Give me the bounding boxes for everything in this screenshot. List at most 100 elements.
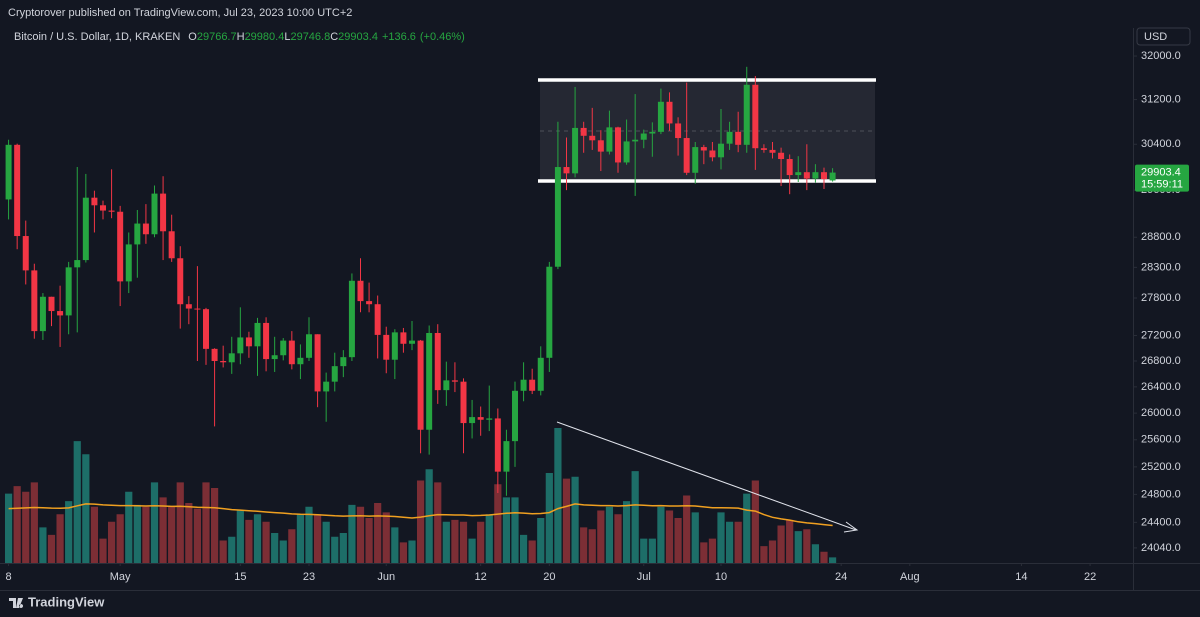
candle-body bbox=[829, 172, 836, 181]
candle-body bbox=[254, 322, 261, 347]
candle-body bbox=[675, 123, 682, 139]
volume-bar bbox=[451, 519, 459, 563]
ohlc-letter: O bbox=[188, 31, 197, 43]
trend-arrow bbox=[556, 421, 857, 531]
candle-body bbox=[366, 301, 373, 305]
volume-bar bbox=[339, 533, 347, 563]
candle-body bbox=[82, 197, 89, 261]
x-tick-label: 14 bbox=[1015, 571, 1027, 583]
ohlc-value: 29903.4 bbox=[338, 31, 378, 43]
currency-box bbox=[1136, 27, 1191, 46]
volume-bar bbox=[47, 534, 56, 563]
volume-bar bbox=[228, 536, 236, 563]
volume-bar bbox=[399, 542, 408, 563]
volume-bar bbox=[648, 538, 656, 563]
legend-line: Bitcoin / U.S. Dollar, 1D, KRAKEN O29766.… bbox=[14, 31, 465, 43]
candle-body bbox=[589, 135, 596, 141]
volume-bar bbox=[700, 542, 708, 563]
candle-body bbox=[623, 141, 630, 163]
volume-bar bbox=[631, 471, 639, 563]
volume-bar bbox=[777, 525, 785, 563]
x-tick-label: 24 bbox=[835, 571, 847, 583]
volume-bar bbox=[537, 518, 545, 563]
candle-body bbox=[91, 197, 98, 206]
candle-body bbox=[632, 139, 639, 142]
candle-body bbox=[597, 140, 604, 152]
volume-bar bbox=[39, 527, 47, 563]
candle-body bbox=[417, 340, 424, 430]
candle-body bbox=[477, 417, 484, 420]
candle-body bbox=[572, 127, 579, 174]
candle-body bbox=[5, 144, 12, 200]
volume-bar bbox=[828, 557, 837, 563]
volume-bar bbox=[811, 544, 820, 563]
candle-body bbox=[65, 267, 72, 316]
candle-body bbox=[22, 236, 29, 271]
volume-bar bbox=[193, 508, 202, 563]
candle-body bbox=[151, 193, 158, 235]
volume-bar bbox=[150, 482, 159, 563]
volume-bar bbox=[545, 473, 553, 563]
logo-text: TradingView bbox=[28, 594, 105, 609]
volume-bar bbox=[803, 529, 811, 563]
candle-body bbox=[735, 131, 742, 145]
volume-bar bbox=[794, 531, 802, 563]
volume-bar bbox=[253, 514, 262, 563]
candle-body bbox=[803, 172, 810, 179]
volume-bar bbox=[82, 454, 90, 563]
volume-bar bbox=[142, 506, 150, 563]
volume-bar bbox=[477, 521, 485, 563]
x-tick-label: 8 bbox=[6, 571, 12, 583]
y-tick-label: 26400.0 bbox=[1141, 381, 1181, 393]
candle-body bbox=[537, 357, 544, 391]
candle-body bbox=[434, 333, 441, 391]
y-tick-label: 27200.0 bbox=[1141, 329, 1181, 341]
volume-bar bbox=[691, 512, 699, 563]
volume-bar bbox=[571, 476, 579, 563]
candle-body bbox=[383, 334, 390, 360]
volume-bar bbox=[262, 521, 270, 563]
volume-bar bbox=[133, 504, 141, 563]
candle-body bbox=[331, 366, 338, 382]
volume-bar bbox=[245, 519, 253, 563]
candle-body bbox=[486, 418, 493, 420]
ohlc-value: 29746.8 bbox=[290, 31, 330, 43]
volume-bar bbox=[528, 540, 536, 563]
volume-bar bbox=[485, 514, 493, 563]
volume-bar bbox=[640, 538, 648, 563]
candle-body bbox=[160, 193, 167, 232]
volume-bar bbox=[717, 512, 725, 563]
x-tick-label: May bbox=[110, 571, 131, 583]
currency-label: USD bbox=[1144, 31, 1167, 43]
volume-bar bbox=[519, 534, 528, 563]
volume-bar bbox=[614, 514, 622, 563]
y-tick-label: 24800.0 bbox=[1141, 488, 1181, 500]
y-tick-label: 28300.0 bbox=[1141, 261, 1181, 273]
x-tick-label: Jun bbox=[377, 571, 395, 583]
volume-bar bbox=[708, 538, 717, 563]
candle-body bbox=[683, 138, 690, 173]
candle-body bbox=[786, 159, 793, 176]
volume-bar bbox=[288, 529, 296, 563]
volume-bar bbox=[296, 514, 305, 563]
candle-body bbox=[718, 143, 724, 158]
countdown-label: 15:59:11 bbox=[1141, 178, 1183, 190]
candle-body bbox=[142, 223, 149, 235]
candle-body bbox=[74, 260, 81, 268]
candle-body bbox=[812, 172, 819, 179]
volume-bar bbox=[271, 533, 279, 563]
volume-bar bbox=[125, 491, 133, 563]
candle-body bbox=[237, 337, 244, 354]
candle-body bbox=[14, 144, 21, 237]
volume-bar bbox=[374, 503, 382, 563]
candle-body bbox=[288, 340, 295, 365]
candle-body bbox=[245, 337, 252, 347]
candle-body bbox=[546, 266, 553, 358]
volume-bar bbox=[331, 536, 339, 563]
volume-bar bbox=[279, 540, 287, 563]
x-tick-label: 22 bbox=[1084, 571, 1096, 583]
candle-body bbox=[503, 441, 510, 472]
candle-body bbox=[211, 348, 218, 362]
ohlc-letter: C bbox=[330, 31, 338, 43]
